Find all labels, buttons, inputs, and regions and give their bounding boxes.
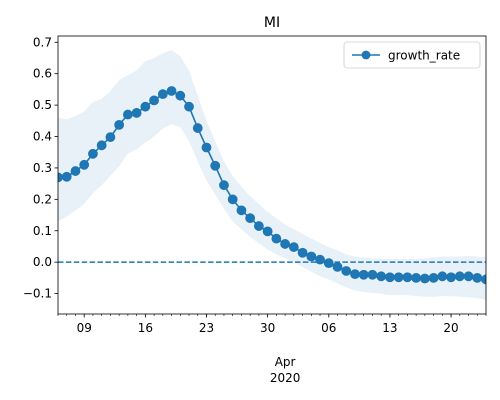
y-tick-label: 0.6: [33, 67, 52, 81]
data-point: [219, 180, 229, 191]
y-tick-label: 0.0: [33, 255, 52, 269]
x-tick-label: 16: [138, 321, 153, 335]
y-tick-label: −0.1: [23, 287, 52, 301]
data-point: [96, 140, 107, 151]
axes: −0.1 0.0 0.1 0.2 0.3 0.4 0.5 0.6 0.7 09 16 23 30 06 13…: [23, 35, 487, 385]
data-point: [280, 239, 291, 249]
data-point: [437, 271, 448, 282]
data-point: [122, 109, 133, 120]
data-point: [157, 89, 168, 100]
data-point: [210, 160, 221, 171]
x-tick-label: 30: [260, 321, 275, 335]
data-point: [297, 247, 308, 258]
data-point: [350, 269, 360, 280]
data-point: [306, 251, 317, 262]
data-point: [385, 272, 395, 283]
x-tick-label: 20: [443, 321, 458, 335]
data-point: [166, 86, 177, 96]
x-month-label: Apr: [275, 355, 296, 369]
data-point: [149, 95, 159, 106]
legend: growth_rate: [343, 41, 481, 69]
y-tick-label: 0.3: [33, 161, 52, 175]
x-tick-label: 06: [321, 321, 336, 335]
x-tick-label: 13: [382, 321, 397, 335]
data-point: [446, 272, 456, 283]
data-point: [419, 273, 430, 284]
data-point: [463, 271, 474, 282]
legend-marker-swatch: [361, 50, 371, 60]
data-point: [70, 166, 81, 176]
data-point: [236, 205, 247, 216]
data-point: [201, 142, 212, 153]
data-point: [341, 266, 352, 276]
data-point: [271, 233, 282, 244]
x-tick-label: 23: [199, 321, 214, 335]
chart-title: MI: [264, 15, 280, 31]
data-point: [184, 101, 194, 112]
data-point: [114, 119, 125, 130]
data-point: [332, 261, 343, 272]
data-point: [175, 90, 186, 101]
data-point: [454, 271, 465, 282]
data-point: [79, 159, 90, 170]
data-point: [358, 269, 369, 280]
data-point: [472, 272, 483, 283]
legend-entry-growth-rate: growth_rate: [388, 49, 460, 63]
data-point: [323, 258, 334, 269]
y-tick-label: 0.2: [33, 192, 52, 206]
data-point: [140, 101, 151, 112]
data-point: [288, 242, 299, 252]
data-point: [253, 221, 264, 231]
y-tick-label: 0.5: [33, 98, 52, 112]
data-point: [88, 148, 98, 159]
data-point: [393, 272, 404, 283]
data-point: [245, 213, 256, 224]
y-tick-label: 0.1: [33, 224, 52, 238]
data-point: [315, 254, 325, 265]
data-point: [105, 132, 116, 143]
data-point: [227, 194, 238, 205]
plot-frame: [57, 35, 487, 315]
y-tick-label: 0.4: [33, 130, 52, 144]
x-tick-label: 09: [77, 321, 92, 335]
data-point: [367, 269, 378, 280]
legend-box: [343, 41, 481, 69]
data-point: [428, 272, 439, 283]
data-point: [481, 274, 486, 285]
data-point: [402, 272, 413, 283]
confidence-band: [58, 50, 486, 300]
data-point: [376, 271, 387, 282]
data-point: [61, 171, 72, 182]
data-point: [262, 226, 273, 237]
y-tick-label: 0.7: [33, 35, 52, 49]
data-point: [131, 108, 142, 118]
plot-content: [58, 50, 486, 300]
data-point: [192, 123, 203, 133]
x-year-label: 2020: [270, 371, 301, 385]
data-point: [411, 272, 422, 283]
plot-area: [58, 50, 486, 300]
